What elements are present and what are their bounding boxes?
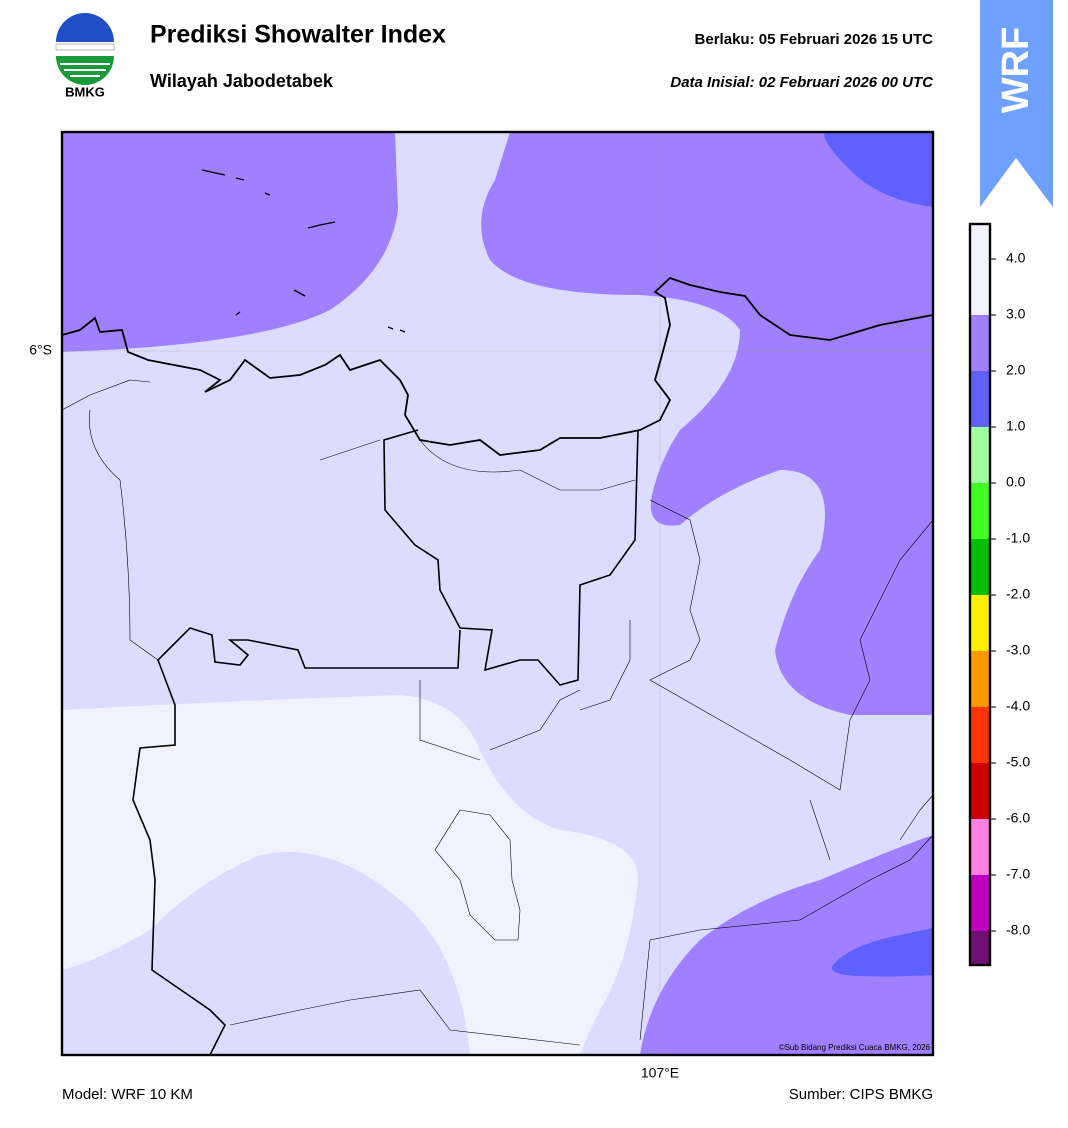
ribbon — [980, 0, 1053, 207]
colorbar-tick-label: -8.0 — [1006, 922, 1030, 938]
colorbar-tick-label: 4.0 — [1006, 250, 1026, 266]
colorbar-tick-label: 1.0 — [1006, 418, 1026, 434]
colorbar-tick-label: -6.0 — [1006, 810, 1030, 826]
valid-time: Berlaku: 05 Februari 2026 15 UTC — [695, 31, 934, 48]
footer-source: Sumber: CIPS BMKG — [789, 1086, 933, 1103]
title: Prediksi Showalter Index — [150, 21, 446, 49]
colorbar-band — [970, 224, 990, 315]
colorbar-band — [970, 875, 990, 931]
colorbar-tick-label: 0.0 — [1006, 474, 1026, 490]
colorbar: 4.0 3.0 2.0 1.0 0.0 -1.0 -2.0 -3.0 -4.0 -5.0 -6.0 -… — [968, 222, 1030, 967]
ribbon-text: WRF — [995, 27, 1037, 114]
colorbar-tick-label: 3.0 — [1006, 306, 1026, 322]
colorbar-tick-label: -7.0 — [1006, 866, 1030, 882]
map-fields — [62, 132, 933, 1055]
lat-label: 6°S — [29, 342, 52, 358]
footer-model: Model: WRF 10 KM — [62, 1086, 193, 1103]
init-time: Data Inisial: 02 Februari 2026 00 UTC — [670, 74, 934, 91]
colorbar-tick-label: -2.0 — [1006, 586, 1030, 602]
colorbar-tick-label: -3.0 — [1006, 642, 1030, 658]
credit: ©Sub Bidang Prediksi Cuaca BMKG, 2026 — [779, 1043, 931, 1052]
logo-text: BMKG — [65, 84, 105, 99]
colorbar-band — [970, 763, 990, 819]
map-frame — [60, 130, 935, 1057]
colorbar-tick-label: 2.0 — [1006, 362, 1026, 378]
colorbar-tick-label: -5.0 — [1006, 754, 1030, 770]
colorbar-band — [970, 539, 990, 595]
coastlines — [62, 132, 933, 1055]
colorbar-band — [970, 707, 990, 763]
colorbar-band — [970, 595, 990, 651]
colorbar-band — [970, 819, 990, 875]
lon-label: 107°E — [641, 1065, 679, 1081]
colorbar-band — [970, 483, 990, 539]
colorbar-frame — [968, 222, 992, 967]
colorbar-tick-label: -4.0 — [1006, 698, 1030, 714]
logo — [55, 13, 115, 85]
subtitle: Wilayah Jabodetabek — [150, 71, 334, 91]
colorbar-band — [970, 651, 990, 707]
colorbar-tick-label: -1.0 — [1006, 530, 1030, 546]
colorbar-band — [970, 315, 990, 371]
colorbar-band — [970, 371, 990, 427]
colorbar-band — [970, 931, 990, 965]
colorbar-band — [970, 427, 990, 483]
